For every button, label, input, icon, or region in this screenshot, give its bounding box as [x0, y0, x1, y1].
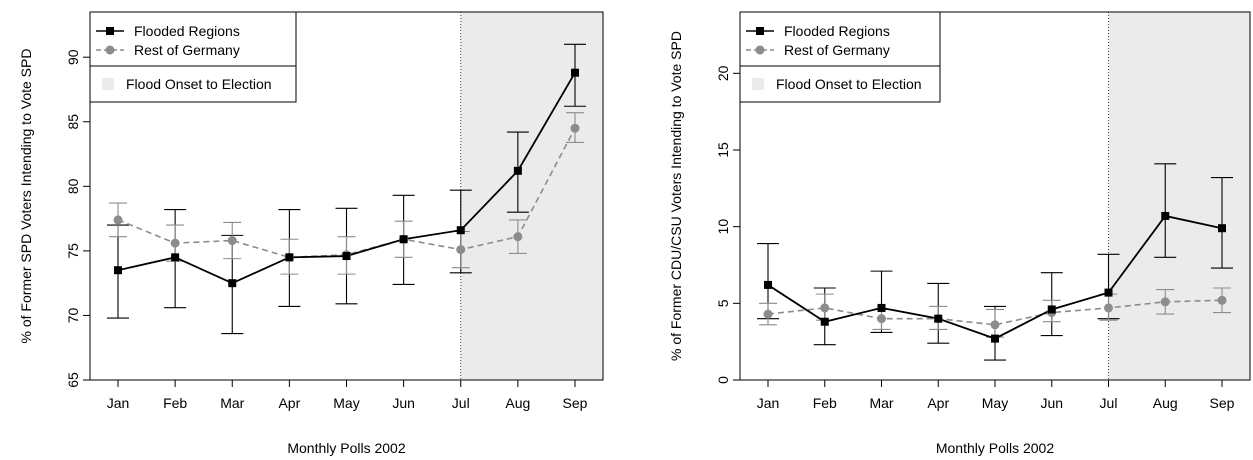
data-point-circle: [170, 238, 180, 248]
data-point-circle: [820, 303, 830, 313]
data-point-square: [1104, 288, 1113, 297]
x-axis: Jan Feb Mar Apr May Jun Jul Aug Sep: [107, 379, 588, 411]
legend-label-shade: Flood Onset to Election: [126, 76, 272, 92]
x-axis-label: Monthly Polls 2002: [936, 440, 1055, 456]
error-bars: [757, 163, 1233, 361]
data-point-square: [991, 334, 999, 343]
x-tick-label: Jun: [1040, 395, 1063, 411]
data-point-circle: [113, 215, 123, 225]
data-point-square: [513, 166, 522, 175]
y-tick-label: 85: [65, 114, 81, 130]
legend: Flooded Regions Rest of Germany Flood On…: [739, 11, 941, 103]
legend-circle-marker: [105, 45, 115, 55]
y-tick-label: 75: [65, 243, 81, 259]
legend-square-marker: [756, 27, 764, 35]
series-markers: [763, 211, 1227, 343]
y-tick-label: 80: [65, 178, 81, 194]
shaded-flood-region: [460, 12, 603, 380]
x-tick-label: Jul: [1100, 395, 1118, 411]
data-point-circle: [877, 314, 886, 324]
cdu-csu-voters-chart: 0 5 10 15 20 Jan Feb Mar Apr May Jun Jul Aug Sep % o…: [668, 11, 1251, 456]
data-point-square: [571, 68, 579, 77]
data-point-square: [285, 253, 294, 262]
x-tick-label: Feb: [163, 395, 187, 411]
shaded-flood-region: [1108, 12, 1250, 380]
x-tick-label: Sep: [563, 395, 588, 411]
legend-square-marker: [106, 27, 114, 35]
y-axis-label: % of Former SPD Voters Intending to Vote…: [18, 49, 34, 344]
legend-box: [89, 11, 297, 103]
x-tick-label: Jun: [392, 395, 415, 411]
x-tick-label: Sep: [1210, 395, 1235, 411]
data-point-square: [1047, 305, 1056, 314]
data-point-square: [114, 266, 122, 275]
y-tick-label: 70: [65, 307, 81, 323]
y-axis: 65 70 75 80 85 90: [65, 49, 91, 388]
data-point-circle: [513, 232, 523, 242]
x-tick-label: Aug: [1153, 395, 1178, 411]
legend-label-rest: Rest of Germany: [134, 42, 240, 58]
legend-label-rest: Rest of Germany: [784, 42, 890, 58]
legend: Flooded Regions Rest of Germany Flood On…: [89, 11, 297, 103]
data-point-square: [456, 226, 465, 235]
x-axis-label: Monthly Polls 2002: [287, 440, 406, 456]
x-tick-label: Jan: [757, 395, 780, 411]
data-point-square: [764, 280, 772, 289]
x-tick-label: Mar: [869, 395, 893, 411]
data-point-square: [934, 314, 943, 323]
data-point-circle: [990, 320, 1000, 330]
x-tick-label: Jul: [452, 395, 470, 411]
data-point-circle: [1217, 295, 1227, 305]
x-tick-label: Aug: [505, 395, 530, 411]
legend-box: [739, 11, 941, 103]
series-markers: [113, 68, 580, 288]
data-point-square: [342, 252, 351, 261]
data-point-square: [877, 303, 886, 312]
x-tick-label: Apr: [278, 395, 300, 411]
legend-shade-swatch: [102, 78, 114, 90]
x-tick-label: May: [982, 395, 1008, 411]
legend-shade-swatch: [752, 78, 764, 90]
x-tick-label: Apr: [927, 395, 949, 411]
data-point-circle: [456, 245, 466, 255]
legend-circle-marker: [755, 45, 765, 55]
data-point-circle: [1160, 297, 1170, 307]
data-point-circle: [570, 123, 580, 133]
y-tick-label: 15: [715, 142, 731, 158]
data-point-square: [171, 253, 180, 262]
x-tick-label: Mar: [220, 395, 244, 411]
data-point-circle: [227, 236, 237, 246]
x-tick-label: Jan: [107, 395, 130, 411]
data-point-square: [399, 235, 408, 244]
y-tick-label: 20: [715, 65, 731, 81]
data-point-square: [820, 317, 829, 326]
data-point-square: [1161, 211, 1170, 220]
y-axis: 0 5 10 15 20: [715, 65, 741, 384]
y-tick-label: 65: [65, 372, 81, 388]
y-tick-label: 90: [65, 49, 81, 65]
data-point-square: [228, 279, 237, 288]
y-axis-label: % of Former CDU/CSU Voters Intending to …: [668, 31, 684, 361]
y-tick-label: 10: [715, 219, 731, 235]
x-axis: Jan Feb Mar Apr May Jun Jul Aug Sep: [757, 379, 1235, 411]
legend-label-shade: Flood Onset to Election: [776, 76, 922, 92]
x-tick-label: Feb: [813, 395, 837, 411]
spd-voters-chart: 65 70 75 80 85 90 Jan Feb Mar Apr May Jun Jul Aug Sep…: [18, 11, 604, 456]
legend-label-flooded: Flooded Regions: [134, 23, 240, 39]
data-point-square: [1218, 224, 1226, 233]
series-line: [767, 299, 1223, 326]
legend-label-flooded: Flooded Regions: [784, 23, 890, 39]
y-tick-label: 5: [715, 299, 731, 307]
y-tick-label: 0: [715, 376, 731, 384]
data-point-circle: [1104, 303, 1113, 313]
x-tick-label: May: [333, 395, 359, 411]
data-point-circle: [763, 309, 773, 319]
